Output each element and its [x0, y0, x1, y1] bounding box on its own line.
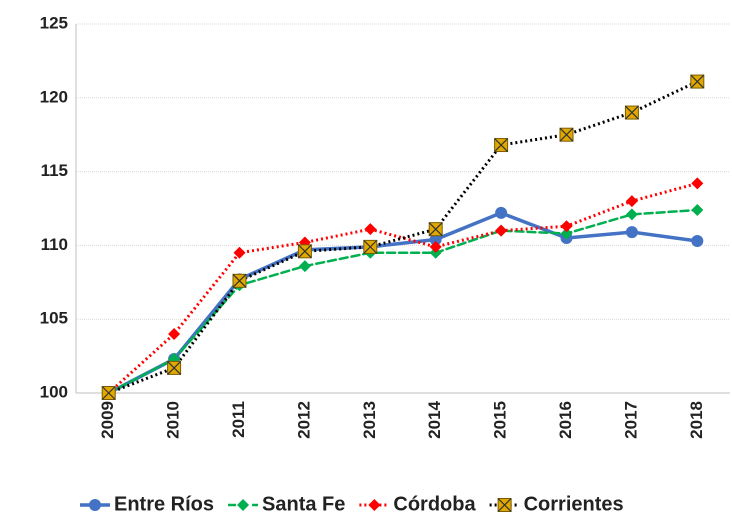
marker-cross [363, 239, 378, 254]
x-tick-label: 2013 [360, 401, 379, 439]
data-point [495, 224, 508, 237]
marker-cross [428, 222, 443, 237]
y-tick-label: 100 [40, 382, 68, 401]
marker-cross [232, 273, 247, 288]
y-tick-label: 115 [41, 161, 68, 180]
data-point [691, 234, 704, 247]
data-point [559, 127, 574, 142]
data-point [560, 220, 573, 233]
data-point [428, 222, 443, 237]
y-tick-label: 120 [40, 87, 68, 106]
data-point [429, 233, 442, 246]
x-tick-label: 2017 [621, 401, 640, 439]
marker-cross [690, 74, 705, 89]
data-point [233, 246, 246, 259]
data-point [168, 327, 181, 340]
legend-label: Córdoba [393, 493, 476, 515]
data-point [495, 206, 508, 219]
x-tick-label: 2010 [164, 401, 183, 439]
series-line [106, 211, 700, 395]
marker-cross [297, 244, 312, 259]
y-tick-label: 125 [40, 13, 68, 32]
legend-label: Entre Ríos [114, 493, 214, 515]
data-point [429, 240, 442, 253]
legend-marker [368, 499, 381, 511]
data-point [297, 244, 312, 259]
legend-marker [237, 499, 250, 511]
x-tick-label: 2011 [229, 401, 248, 438]
data-point [691, 203, 704, 216]
data-point [101, 386, 116, 400]
x-tick-label: 2018 [687, 401, 706, 439]
marker-cross [494, 138, 509, 152]
marker-cross [559, 127, 574, 142]
data-point [560, 227, 573, 240]
marker-cross [624, 105, 639, 120]
data-point [363, 239, 378, 254]
data-point [691, 177, 704, 190]
data-point [298, 260, 311, 273]
data-point [232, 273, 247, 288]
legend-label: Santa Fe [262, 493, 345, 515]
data-point [625, 208, 638, 221]
data-point [167, 360, 182, 375]
marker-cross [101, 386, 116, 400]
legend-marker [89, 499, 101, 511]
x-tick-label: 2012 [294, 401, 313, 439]
series-line [107, 181, 698, 395]
legend-marker [497, 498, 512, 512]
data-point [690, 74, 705, 89]
y-tick-label: 110 [41, 235, 68, 254]
series-line [108, 80, 698, 395]
x-tick-label: 2014 [425, 400, 444, 438]
x-tick-label: 2015 [491, 401, 510, 439]
data-point [625, 226, 638, 239]
data-point [494, 138, 509, 153]
data-point [625, 195, 638, 208]
marker-cross [167, 360, 182, 375]
x-tick-label: 2016 [556, 401, 575, 439]
y-tick-label: 105 [40, 309, 68, 328]
data-point [364, 223, 377, 236]
data-point [624, 105, 639, 120]
legend-label: Corrientes [524, 493, 624, 515]
x-tick-label: 2009 [98, 401, 117, 439]
marker-cross [497, 498, 512, 512]
